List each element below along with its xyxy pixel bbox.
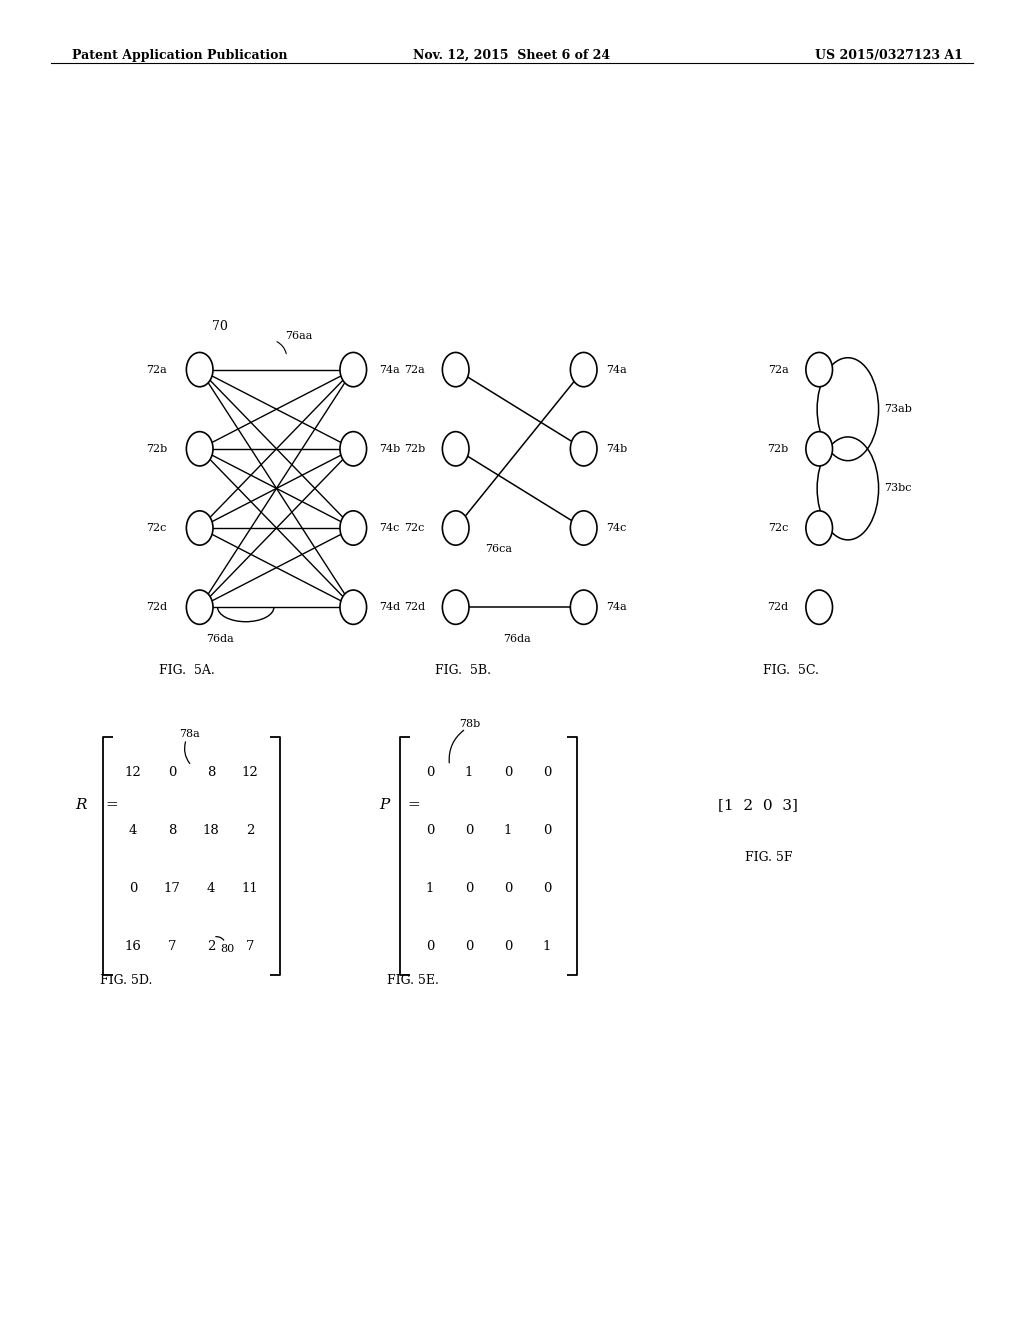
- Text: 7: 7: [246, 940, 254, 953]
- Text: 17: 17: [164, 882, 180, 895]
- Circle shape: [186, 352, 213, 387]
- Text: 72d: 72d: [403, 602, 425, 612]
- Text: 2: 2: [246, 824, 254, 837]
- Text: 1: 1: [465, 766, 473, 779]
- Circle shape: [806, 352, 833, 387]
- Text: 7: 7: [168, 940, 176, 953]
- Text: 2: 2: [207, 940, 215, 953]
- Text: 72c: 72c: [404, 523, 425, 533]
- Text: 16: 16: [125, 940, 141, 953]
- Text: 72a: 72a: [146, 364, 167, 375]
- Text: 12: 12: [242, 766, 258, 779]
- Text: 74b: 74b: [379, 444, 400, 454]
- Circle shape: [186, 590, 213, 624]
- Circle shape: [340, 511, 367, 545]
- Text: 0: 0: [504, 882, 512, 895]
- Text: 18: 18: [203, 824, 219, 837]
- Text: Nov. 12, 2015  Sheet 6 of 24: Nov. 12, 2015 Sheet 6 of 24: [414, 49, 610, 62]
- Text: 72b: 72b: [767, 444, 788, 454]
- Circle shape: [806, 590, 833, 624]
- Text: Patent Application Publication: Patent Application Publication: [72, 49, 287, 62]
- Text: 1: 1: [426, 882, 434, 895]
- Text: 73bc: 73bc: [884, 483, 911, 494]
- Text: FIG.  5C.: FIG. 5C.: [763, 664, 819, 677]
- Text: 0: 0: [504, 940, 512, 953]
- Text: 74a: 74a: [606, 364, 627, 375]
- Text: FIG. 5F: FIG. 5F: [745, 851, 793, 865]
- Text: 78a: 78a: [179, 729, 200, 739]
- Text: 72d: 72d: [145, 602, 167, 612]
- Text: 72a: 72a: [768, 364, 788, 375]
- Text: FIG.  5B.: FIG. 5B.: [435, 664, 492, 677]
- Text: 72b: 72b: [145, 444, 167, 454]
- Circle shape: [806, 432, 833, 466]
- Text: 4: 4: [207, 882, 215, 895]
- Circle shape: [442, 352, 469, 387]
- Circle shape: [570, 352, 597, 387]
- Text: R: R: [76, 799, 87, 812]
- Text: 0: 0: [426, 824, 434, 837]
- Text: 72a: 72a: [404, 364, 425, 375]
- Circle shape: [570, 590, 597, 624]
- Text: 78b: 78b: [459, 718, 480, 729]
- Text: 4: 4: [129, 824, 137, 837]
- Text: 74c: 74c: [379, 523, 399, 533]
- Text: FIG. 5E.: FIG. 5E.: [387, 974, 439, 987]
- Text: 72b: 72b: [403, 444, 425, 454]
- Text: 73ab: 73ab: [884, 404, 911, 414]
- Circle shape: [570, 432, 597, 466]
- Text: 0: 0: [129, 882, 137, 895]
- Text: 1: 1: [543, 940, 551, 953]
- Circle shape: [340, 432, 367, 466]
- Text: 76aa: 76aa: [285, 330, 312, 341]
- Text: 80: 80: [220, 944, 234, 954]
- Text: FIG.  5A.: FIG. 5A.: [159, 664, 214, 677]
- Text: 0: 0: [426, 940, 434, 953]
- Text: 76ca: 76ca: [485, 544, 512, 554]
- Text: 0: 0: [543, 766, 551, 779]
- Text: 0: 0: [168, 766, 176, 779]
- Text: P: P: [379, 799, 389, 812]
- Text: 0: 0: [543, 824, 551, 837]
- Text: =: =: [408, 799, 420, 812]
- Text: 74b: 74b: [606, 444, 628, 454]
- Text: 8: 8: [168, 824, 176, 837]
- Text: US 2015/0327123 A1: US 2015/0327123 A1: [815, 49, 963, 62]
- Circle shape: [340, 590, 367, 624]
- Text: 74a: 74a: [379, 364, 399, 375]
- Text: 76da: 76da: [503, 634, 531, 644]
- Text: 0: 0: [465, 940, 473, 953]
- Circle shape: [442, 432, 469, 466]
- Circle shape: [340, 352, 367, 387]
- Text: 74a: 74a: [606, 602, 627, 612]
- Text: 74d: 74d: [379, 602, 400, 612]
- Text: 72c: 72c: [768, 523, 788, 533]
- Text: 8: 8: [207, 766, 215, 779]
- Circle shape: [186, 511, 213, 545]
- Text: 12: 12: [125, 766, 141, 779]
- Circle shape: [186, 432, 213, 466]
- Circle shape: [570, 511, 597, 545]
- Circle shape: [442, 590, 469, 624]
- Circle shape: [806, 511, 833, 545]
- Text: 0: 0: [426, 766, 434, 779]
- Text: 11: 11: [242, 882, 258, 895]
- Text: FIG. 5D.: FIG. 5D.: [100, 974, 153, 987]
- Text: 0: 0: [465, 882, 473, 895]
- Text: 0: 0: [465, 824, 473, 837]
- Text: 72c: 72c: [146, 523, 167, 533]
- Text: 1: 1: [504, 824, 512, 837]
- Text: 0: 0: [543, 882, 551, 895]
- Text: 74c: 74c: [606, 523, 627, 533]
- Text: 72d: 72d: [767, 602, 788, 612]
- Text: [1  2  0  3]: [1 2 0 3]: [718, 799, 798, 812]
- Text: 70: 70: [212, 319, 228, 333]
- Text: 0: 0: [504, 766, 512, 779]
- Text: =: =: [105, 799, 118, 812]
- Text: 76da: 76da: [206, 634, 234, 644]
- Circle shape: [442, 511, 469, 545]
